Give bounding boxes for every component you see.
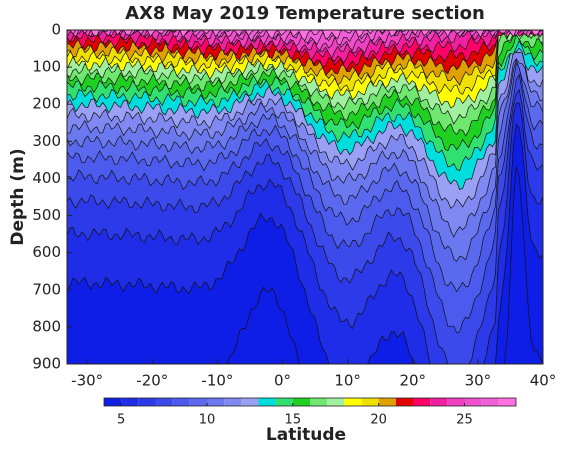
y-tick-label: 200 xyxy=(32,95,61,113)
colorbar-swatch xyxy=(104,398,122,406)
y-tick-label: 600 xyxy=(32,243,61,261)
colorbar-swatch xyxy=(121,398,139,406)
colorbar-swatch xyxy=(430,398,448,406)
colorbar-swatch xyxy=(413,398,431,406)
y-tick-label: 500 xyxy=(32,206,61,224)
colorbar-swatch xyxy=(361,398,379,406)
y-tick-label: 800 xyxy=(32,317,61,335)
y-tick-label: 900 xyxy=(32,355,61,373)
colorbar-swatch xyxy=(464,398,482,406)
x-tick-label: -10° xyxy=(201,372,233,390)
colorbar-tick-label: 5 xyxy=(117,413,125,428)
contour-field xyxy=(66,28,544,365)
colorbar-swatch xyxy=(344,398,362,406)
colorbar-swatch xyxy=(395,398,413,406)
y-axis-label: Depth (m) xyxy=(8,148,28,245)
colorbar-swatch xyxy=(310,398,328,406)
colorbar-swatch xyxy=(224,398,242,406)
colorbar-swatch xyxy=(498,398,516,406)
y-tick-label: 100 xyxy=(32,58,61,76)
x-tick-label: 40° xyxy=(530,372,557,390)
chart-title: AX8 May 2019 Temperature section xyxy=(125,3,485,24)
colorbar-swatch xyxy=(138,398,156,406)
colorbar-tick-label: 15 xyxy=(285,413,302,428)
x-tick-label: 0° xyxy=(274,372,291,390)
colorbar-swatch xyxy=(292,398,310,406)
colorbar-swatch xyxy=(172,398,190,406)
colorbar-swatch xyxy=(378,398,396,406)
colorbar-swatch xyxy=(258,398,276,406)
colorbar-tick-label: 20 xyxy=(370,413,387,428)
plot-frame xyxy=(66,29,544,365)
x-tick-label: 30° xyxy=(465,372,492,390)
axes: 0 100 200 300 400 500 600 700 800 900 -30° -20° -10°… xyxy=(32,21,556,428)
x-tick-label: -30° xyxy=(71,372,103,390)
x-tick-label: 20° xyxy=(399,372,426,390)
colorbar-tick-label: 25 xyxy=(456,413,473,428)
colorbar-swatch xyxy=(241,398,259,406)
colorbar-swatch xyxy=(155,398,173,406)
colorbar-tick-label: 10 xyxy=(199,413,216,428)
colorbar-frame xyxy=(103,397,517,407)
colorbar-swatch xyxy=(481,398,499,406)
colorbar-swatch xyxy=(275,398,293,406)
y-tick-label: 300 xyxy=(32,132,61,150)
y-tick-label: 0 xyxy=(51,21,61,39)
y-tick-label: 400 xyxy=(32,169,61,187)
colorbar-swatch xyxy=(327,398,345,406)
x-axis-label: Latitude xyxy=(266,425,346,445)
x-tick-label: -20° xyxy=(136,372,168,390)
y-tick-label: 700 xyxy=(32,280,61,298)
colorbar-swatch xyxy=(189,398,207,406)
x-tick-label: 10° xyxy=(334,372,361,390)
colorbar-swatch xyxy=(207,398,225,406)
colorbar-swatch xyxy=(447,398,465,406)
